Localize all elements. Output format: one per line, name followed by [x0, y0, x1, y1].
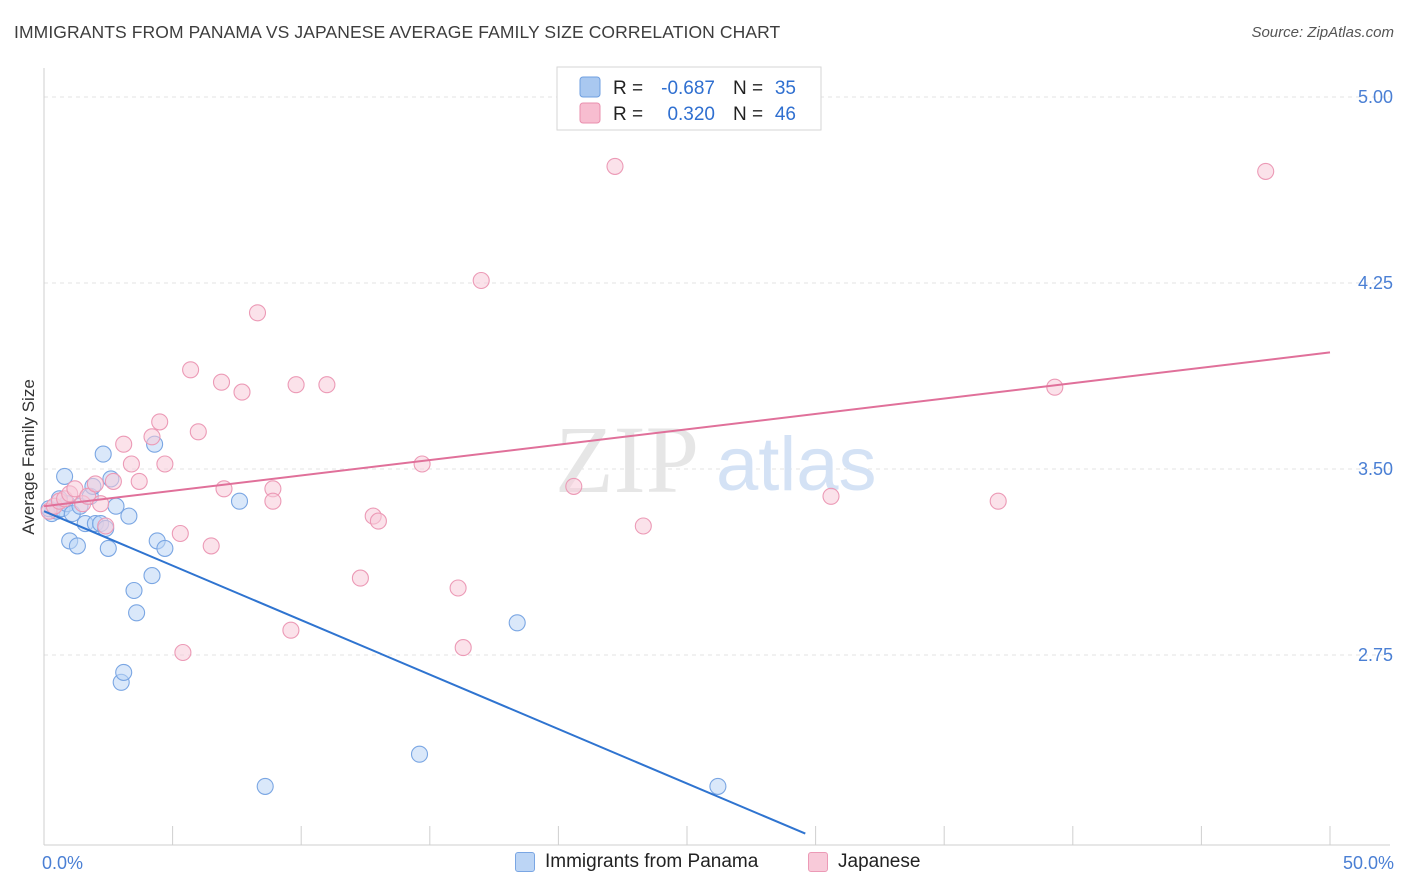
japanese-point-31: [318, 376, 336, 394]
y-tick-label-0: 2.75: [1358, 645, 1393, 665]
japanese-point-41: [634, 517, 652, 535]
bottom-legend-swatch-japanese: [808, 852, 828, 872]
panama-point-31: [508, 614, 526, 632]
japanese-point-42: [822, 487, 840, 505]
japanese-point-20: [182, 361, 200, 379]
japanese-point-34: [369, 512, 387, 530]
panama-point-29: [256, 777, 274, 795]
legend-n-value-1: 35: [775, 78, 796, 99]
japanese-point-38: [472, 271, 490, 290]
panama-point-4: [56, 467, 74, 485]
japanese-point-11: [104, 472, 122, 490]
panama-point-24: [143, 567, 161, 585]
scatter-points: [40, 157, 1275, 795]
japanese-point-13: [122, 455, 140, 473]
x-tick-label-0: 0.0%: [42, 853, 83, 873]
panama-point-30: [410, 745, 429, 763]
bottom-legend-item-panama: Immigrants from Panama: [515, 851, 758, 873]
trend-lines: [43, 351, 1331, 835]
legend: R = -0.687 N = 35 R = 0.320 N = 46: [556, 66, 822, 131]
y-tick-label-3: 5.00: [1358, 87, 1393, 107]
grid-lines: [44, 96, 1390, 656]
y-tick-label-2: 4.25: [1358, 273, 1393, 293]
panama-point-20: [115, 663, 133, 681]
legend-n-label-2: N =: [733, 104, 763, 125]
japanese-point-30: [287, 376, 305, 394]
legend-swatch-panama: [579, 76, 601, 98]
japanese-point-28: [264, 492, 282, 510]
japanese-point-26: [248, 304, 267, 322]
chart-source: Source: ZipAtlas.com: [1251, 24, 1394, 41]
japanese-point-39: [565, 477, 583, 495]
legend-n-value-2: 46: [775, 104, 796, 125]
japanese-point-22: [202, 537, 220, 555]
japanese-point-5: [66, 480, 84, 498]
japanese-point-36: [449, 579, 467, 597]
japanese-point-21: [189, 423, 207, 441]
panama-point-14: [94, 445, 112, 463]
panama-point-27: [156, 539, 174, 557]
chart-title: IMMIGRANTS FROM PANAMA VS JAPANESE AVERA…: [14, 22, 781, 42]
panama-point-7: [68, 537, 86, 555]
japanese-point-37: [454, 639, 472, 657]
japanese-point-23: [212, 373, 231, 391]
japanese-trend-line: [43, 351, 1331, 508]
japanese-point-12: [115, 435, 133, 453]
bottom-legend-label-panama: Immigrants from Panama: [545, 851, 759, 872]
legend-n-label-1: N =: [733, 78, 763, 99]
panama-point-28: [230, 492, 249, 510]
japanese-point-43: [989, 492, 1007, 510]
legend-r-label-1: R =: [613, 78, 643, 99]
japanese-point-45: [1257, 162, 1275, 180]
bottom-legend-item-japanese: Japanese: [808, 851, 920, 873]
panama-point-23: [128, 604, 146, 622]
legend-r-value-1: -0.687: [661, 78, 715, 99]
japanese-point-29: [282, 621, 300, 639]
y-axis-title: Average Family Size: [19, 379, 38, 535]
y-tick-label-1: 3.50: [1358, 459, 1393, 479]
panama-point-16: [99, 539, 117, 557]
x-tick-labels: 0.0% 50.0%: [42, 853, 1394, 873]
japanese-point-44: [1046, 378, 1064, 396]
japanese-point-35: [413, 455, 431, 473]
japanese-point-14: [130, 472, 148, 490]
japanese-point-18: [171, 524, 189, 543]
japanese-point-40: [606, 157, 624, 175]
bottom-legend: Immigrants from Panama Japanese: [0, 851, 1406, 879]
panama-point-21: [120, 507, 138, 525]
japanese-point-17: [156, 455, 174, 473]
japanese-point-32: [351, 569, 369, 587]
watermark: ZIP atlas: [555, 406, 877, 513]
japanese-point-15: [143, 428, 161, 446]
bottom-legend-label-japanese: Japanese: [838, 851, 921, 872]
panama-point-22: [125, 581, 143, 600]
panama-trend-line: [43, 510, 806, 835]
japanese-point-10: [97, 517, 115, 535]
x-tick-label-1: 50.0%: [1343, 853, 1394, 873]
japanese-point-25: [233, 383, 251, 401]
panama-point-32: [709, 777, 727, 795]
japanese-point-8: [86, 475, 104, 493]
bottom-legend-swatch-panama: [515, 852, 535, 872]
japanese-point-19: [174, 643, 192, 662]
legend-r-label-2: R =: [613, 104, 643, 125]
watermark-atlas: atlas: [716, 422, 877, 507]
y-tick-labels: 2.75 3.50 4.25 5.00: [1358, 87, 1393, 665]
watermark-zip: ZIP: [555, 406, 699, 513]
axes: [43, 68, 1390, 846]
legend-swatch-japanese: [579, 102, 601, 124]
japanese-point-16: [151, 413, 169, 431]
legend-r-value-2: 0.320: [667, 104, 715, 125]
